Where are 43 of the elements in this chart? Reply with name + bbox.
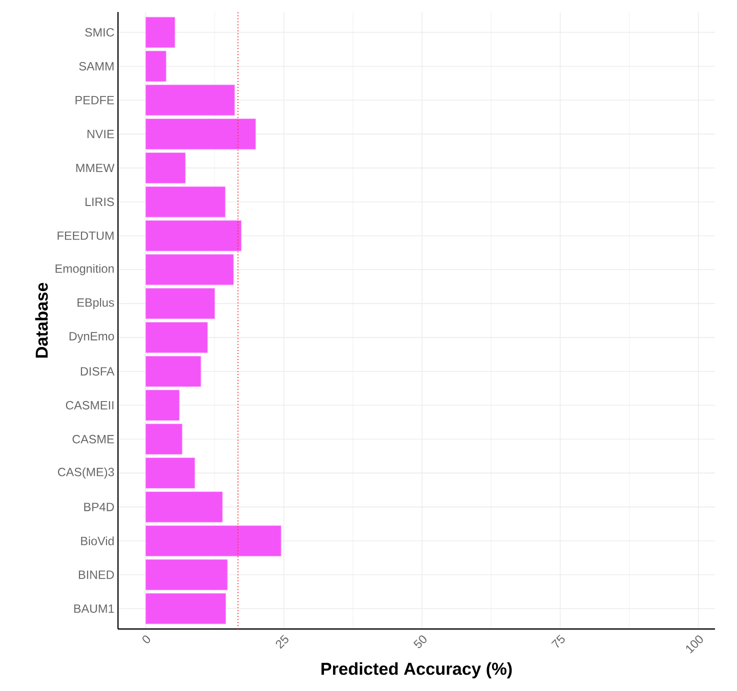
y-tick-label: BioVid — [81, 536, 114, 546]
y-tick-label: BINED — [78, 570, 114, 579]
y-tick-label: DISFA — [80, 367, 114, 376]
bar — [145, 525, 282, 556]
y-tick-label: DynEmo — [70, 332, 114, 343]
x-axis-title: Predicted Accuracy (%) — [322, 662, 512, 678]
bar — [145, 118, 256, 150]
bar — [145, 424, 182, 455]
y-axis-title: Database — [35, 282, 48, 358]
bar — [145, 322, 208, 353]
bar — [145, 50, 166, 82]
y-tick-label: NVIE — [88, 130, 114, 138]
bar — [145, 492, 223, 522]
y-tick-label: BAUM1 — [74, 604, 114, 613]
y-tick-label: FEEDTUM — [58, 232, 114, 240]
bar — [145, 186, 226, 218]
bar — [145, 559, 228, 590]
y-tick-label: PEDFE — [76, 96, 114, 104]
y-tick-label: SMIC — [85, 28, 114, 37]
y-tick-label: Emognition — [56, 264, 114, 276]
x-tick-label: 100 — [686, 636, 703, 654]
bar — [145, 356, 202, 387]
bar — [145, 288, 215, 319]
y-tick-label: SAMM — [79, 62, 114, 70]
y-tick-label: BP4D — [84, 502, 114, 512]
x-tick-label: 25 — [276, 634, 288, 649]
bar — [145, 220, 242, 252]
bar — [145, 458, 196, 489]
x-tick-label: 0 — [142, 635, 150, 644]
x-tick-label: 50 — [413, 635, 426, 648]
y-tick-label: CASMEII — [66, 401, 114, 410]
bar — [145, 593, 226, 624]
bar — [145, 84, 235, 116]
bar — [145, 152, 186, 184]
bar — [145, 390, 180, 421]
bar — [145, 254, 234, 286]
y-tick-label: EBplus — [78, 298, 114, 310]
y-tick-label: LIRIS — [86, 198, 114, 206]
y-tick-label: CAS(ME)3 — [58, 467, 114, 479]
bar — [145, 16, 176, 48]
x-tick-label: 75 — [551, 634, 565, 648]
y-tick-label: MMEW — [76, 164, 114, 172]
y-tick-label: CASME — [72, 434, 114, 444]
